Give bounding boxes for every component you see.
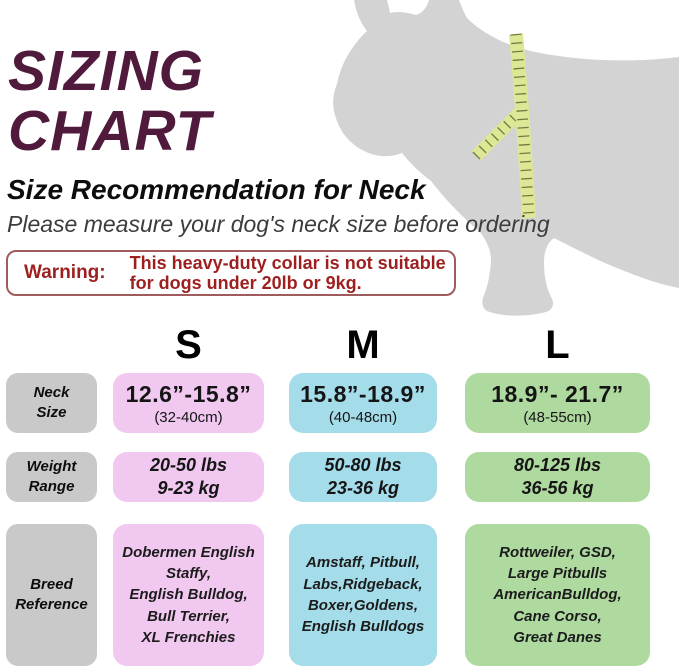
row-label-weight-range: Weight Range: [6, 452, 97, 502]
row-label-breed-reference: Breed Reference: [6, 524, 97, 666]
page-subtitle: Size Recommendation for Neck: [7, 174, 426, 205]
breed-m-list: Amstaff, Pitbull, Labs,Ridgeback, Boxer,…: [301, 554, 425, 636]
warning-message: This heavy-duty collar is not suitable f…: [129, 252, 446, 293]
breed-cell-l: Rottweiler, GSD, Large Pitbulls American…: [465, 524, 650, 666]
measurement-note: Please measure your dog's neck size befo…: [7, 211, 550, 237]
page-title-line1: SIZING: [8, 39, 205, 103]
neck-size-s-value: 12.6”-15.8”: [125, 380, 252, 407]
neck-size-m-cm: (40-48cm): [328, 408, 398, 426]
neck-size-cell-s: 12.6”-15.8” (32-40cm): [113, 373, 264, 433]
page-title: SIZING CHART: [8, 39, 212, 163]
weight-cell-l: 80-125 lbs 36-56 kg: [465, 452, 650, 502]
breed-l-list: Rottweiler, GSD, Large Pitbulls American…: [493, 543, 622, 646]
warning-label: Warning:: [24, 262, 106, 283]
neck-size-cell-m: 15.8”-18.9” (40-48cm): [289, 373, 437, 433]
weight-cell-m: 50-80 lbs 23-36 kg: [289, 452, 437, 502]
dog-silhouette-image: [333, 0, 679, 316]
breed-cell-m: Amstaff, Pitbull, Labs,Ridgeback, Boxer,…: [289, 524, 437, 666]
size-column-header-m: M: [346, 323, 380, 367]
weight-m-value: 50-80 lbs 23-36 kg: [324, 454, 402, 498]
neck-size-cell-l: 18.9”- 21.7” (48-55cm): [465, 373, 650, 433]
size-column-header-s: S: [175, 323, 202, 367]
row-label-neck-size: Neck Size: [6, 373, 97, 433]
warning-box: Warning: This heavy-duty collar is not s…: [6, 250, 456, 296]
neck-size-l-cm: (48-55cm): [523, 408, 592, 426]
weight-l-value: 80-125 lbs 36-56 kg: [513, 454, 602, 498]
neck-size-l-value: 18.9”- 21.7”: [491, 380, 624, 407]
weight-s-value: 20-50 lbs 9-23 kg: [149, 454, 228, 498]
dog-silhouette: [333, 0, 679, 316]
neck-size-m-value: 15.8”-18.9”: [300, 380, 426, 407]
neck-size-s-cm: (32-40cm): [154, 408, 223, 426]
breed-cell-s: Dobermen English Staffy, English Bulldog…: [113, 524, 264, 666]
size-column-header-l: L: [545, 323, 570, 367]
weight-cell-s: 20-50 lbs 9-23 kg: [113, 452, 264, 502]
page-title-line2: CHART: [8, 98, 212, 163]
measuring-tape-icon: [471, 33, 536, 219]
breed-s-list: Dobermen English Staffy, English Bulldog…: [122, 543, 255, 646]
